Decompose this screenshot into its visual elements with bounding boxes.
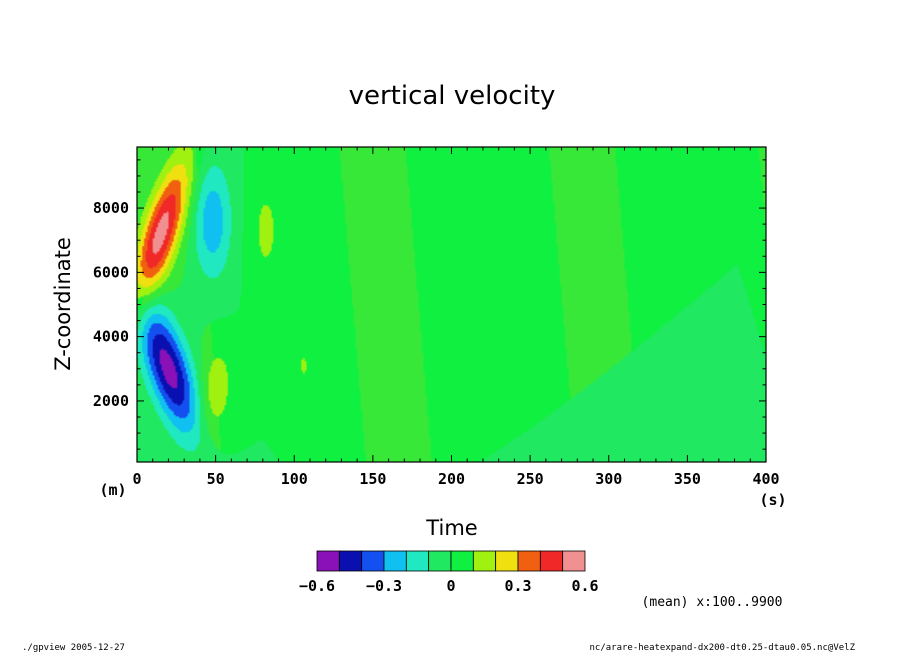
chart-title: vertical velocity — [349, 81, 556, 111]
colorbar-swatch — [495, 550, 519, 572]
plot-area: 0 50 100 150 200 250 300 350 400 2000 4000 6000 800… — [93, 146, 780, 488]
x-tick-label: 200 — [438, 470, 465, 488]
x-tick-label: 150 — [359, 470, 386, 488]
x-tick-label: 100 — [281, 470, 308, 488]
y-tick-label: 6000 — [93, 263, 129, 281]
colorbar-tick-label: −0.3 — [366, 577, 402, 595]
colorbar-tick-label: 0.3 — [504, 577, 531, 595]
colorbar: −0.6 −0.3 0 0.3 0.6 — [299, 550, 599, 595]
x-tick-label: 250 — [517, 470, 544, 488]
footer-right: nc/arare-heatexpand-dx200-dt0.25-dtau0.0… — [589, 643, 855, 653]
x-tick-label: 350 — [674, 470, 701, 488]
colorbar-swatch — [562, 550, 586, 572]
y-tick-label: 4000 — [93, 328, 129, 346]
colorbar-tick-label: −0.6 — [299, 577, 335, 595]
colorbar-swatch — [383, 550, 407, 572]
y-tick-label: 2000 — [93, 392, 129, 410]
y-axis-label: Z-coordinate — [51, 237, 75, 371]
heatmap-field — [137, 147, 766, 462]
x-tick-label: 300 — [595, 470, 622, 488]
footer-left: ./gpview 2005-12-27 — [22, 643, 125, 653]
colorbar-swatch — [316, 550, 340, 572]
x-tick-label: 400 — [752, 470, 779, 488]
y-axis: 2000 4000 6000 8000 — [93, 159, 766, 450]
x-tick-label: 50 — [207, 470, 225, 488]
colorbar-swatch — [539, 550, 564, 572]
colorbar-swatch — [405, 550, 430, 572]
colorbar-swatch — [361, 550, 385, 572]
colorbar-swatch — [472, 550, 497, 572]
x-unit-label: (s) — [759, 491, 786, 509]
y-tick-label: 8000 — [93, 199, 129, 217]
y-unit-label: (m) — [99, 481, 126, 499]
colorbar-swatch — [517, 550, 541, 572]
colorbar-swatch — [450, 550, 474, 572]
mean-note: (mean) x:100..9900 — [642, 595, 783, 610]
x-axis-label: Time — [425, 516, 477, 540]
colorbar-swatch — [338, 550, 363, 572]
x-axis: 0 50 100 150 200 250 300 350 400 — [132, 147, 780, 488]
x-tick-label: 0 — [132, 470, 141, 488]
colorbar-swatch — [428, 550, 452, 572]
colorbar-tick-label: 0.6 — [571, 577, 598, 595]
colorbar-tick-label: 0 — [446, 577, 455, 595]
